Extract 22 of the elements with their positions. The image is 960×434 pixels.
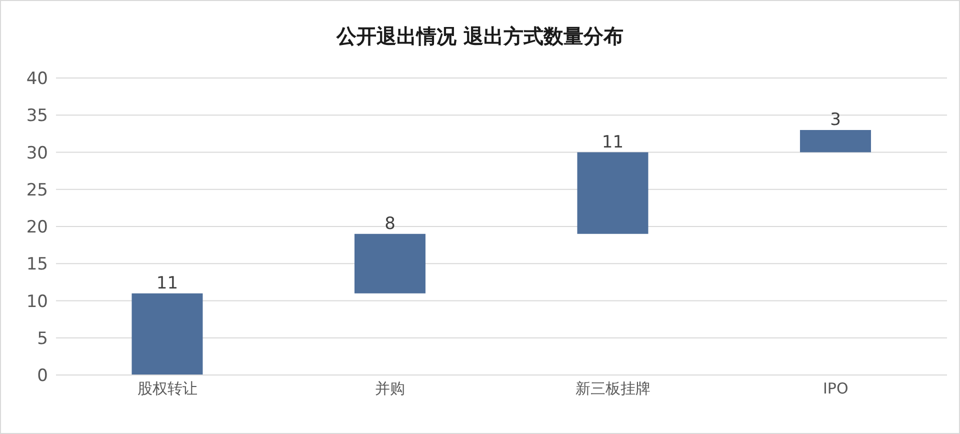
data-label: 3: [830, 110, 841, 130]
x-tick-label: 新三板挂牌: [575, 380, 650, 398]
y-tick-label: 0: [37, 366, 48, 386]
data-label: 11: [156, 273, 178, 294]
x-tick-label: 并购: [375, 380, 406, 398]
bar: [577, 152, 648, 234]
bar: [132, 293, 203, 375]
y-tick-label: 25: [26, 180, 48, 200]
chart-title: 公开退出情况 退出方式数量分布: [335, 23, 624, 50]
y-tick-label: 35: [26, 106, 48, 126]
bar: [354, 234, 426, 294]
bar: [800, 130, 871, 152]
y-tick-label: 5: [37, 328, 48, 349]
y-tick-label: 40: [26, 69, 48, 90]
data-label: 11: [602, 132, 624, 152]
y-tick-label: 20: [26, 218, 48, 238]
y-tick-label: 10: [26, 292, 48, 312]
x-tick-label: 股权转让: [137, 380, 198, 398]
data-label: 8: [384, 214, 396, 234]
y-tick-label: 30: [26, 143, 48, 164]
x-tick-label: IPO: [822, 380, 848, 398]
y-tick-label: 15: [26, 254, 48, 275]
